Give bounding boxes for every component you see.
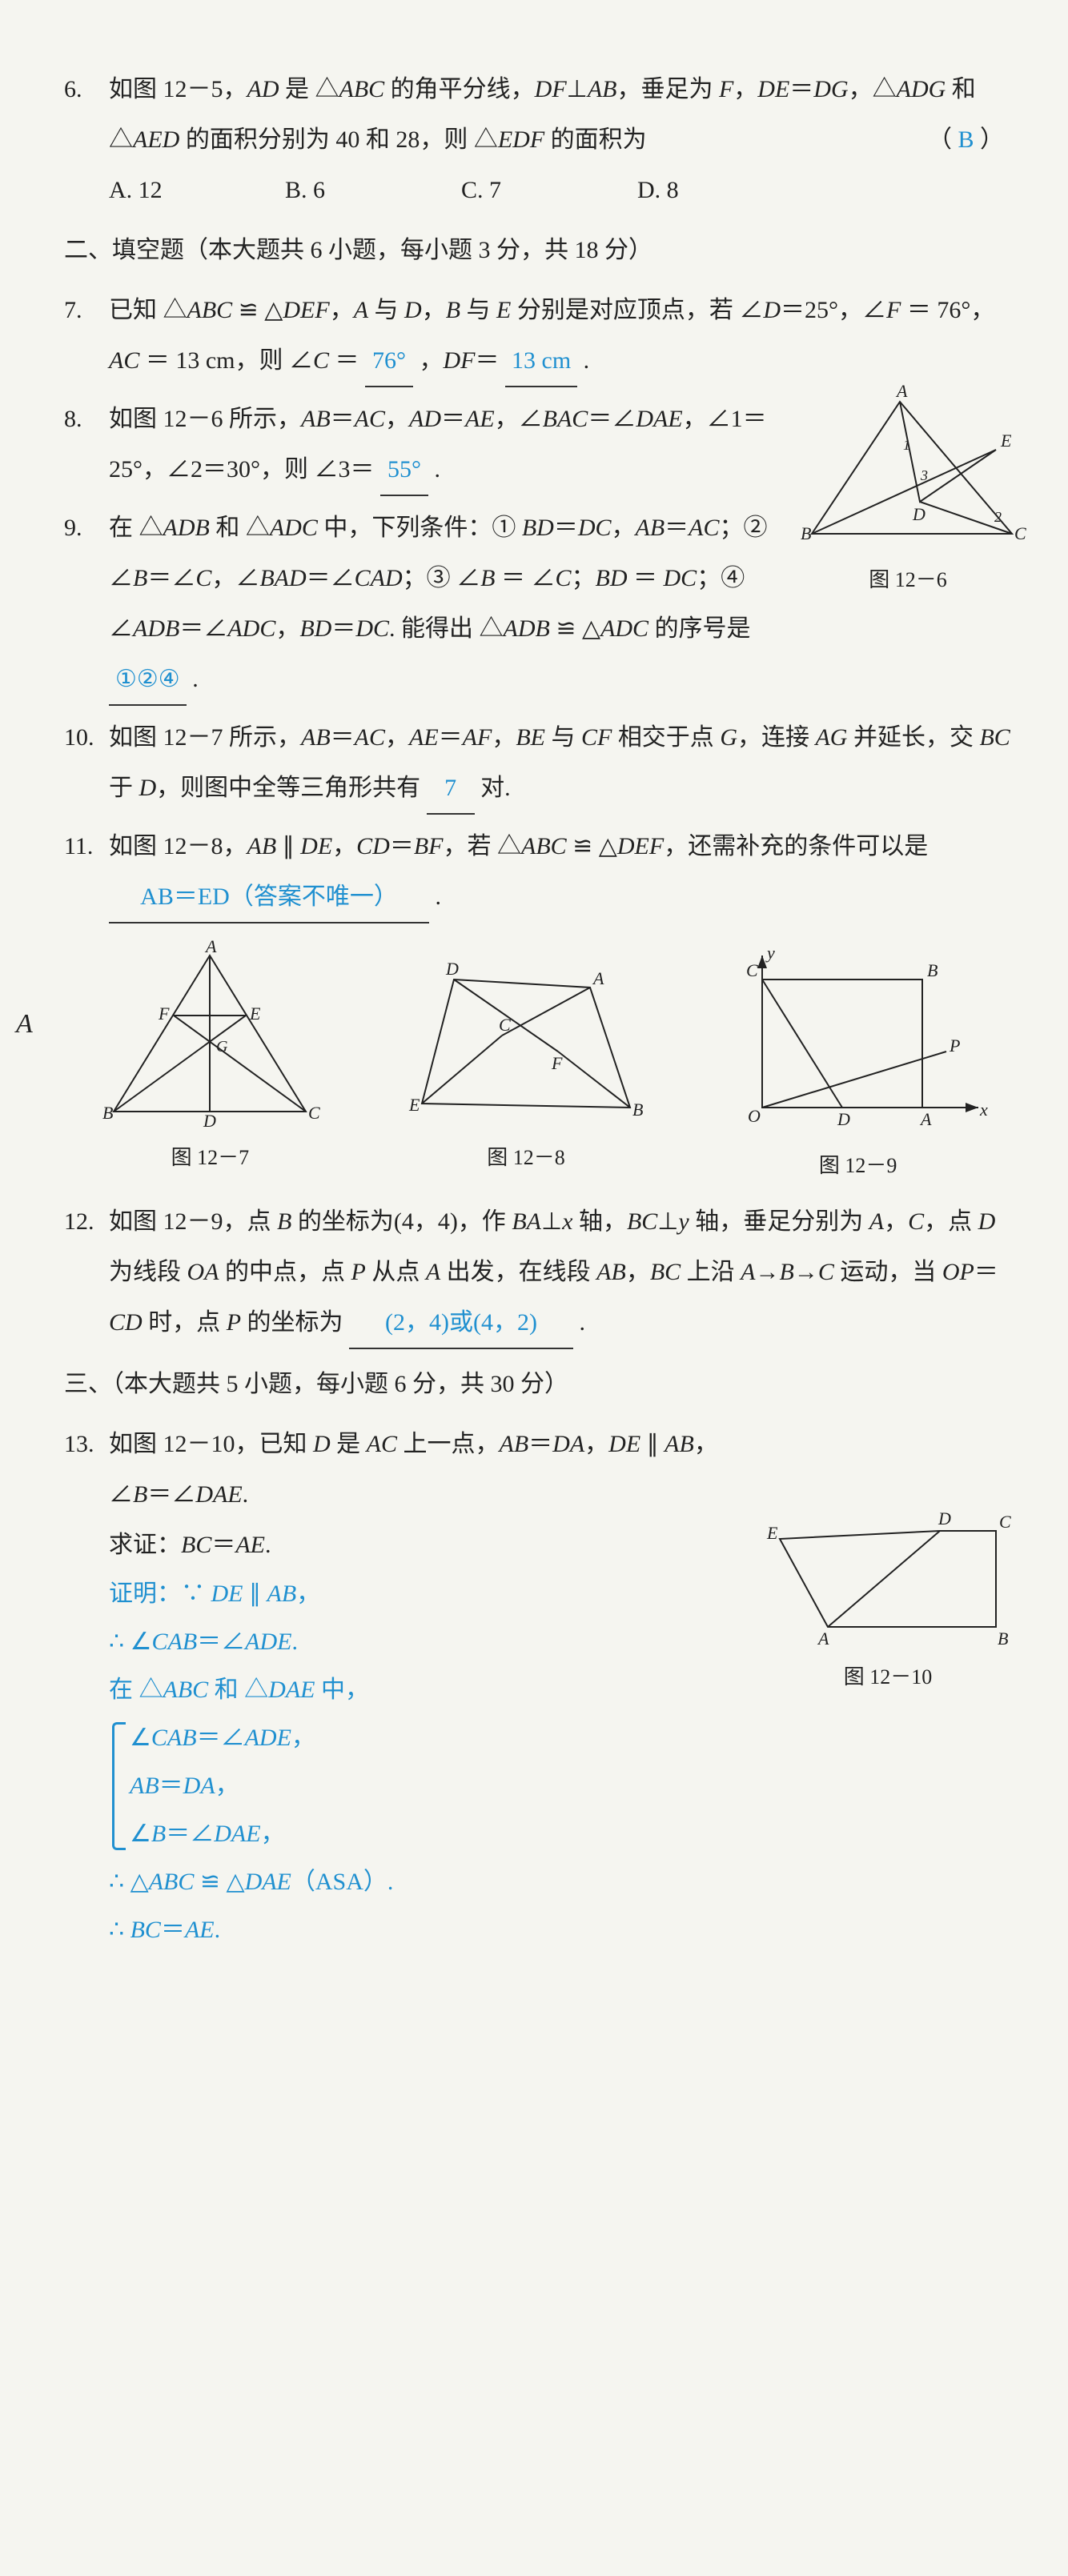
svg-text:G: G <box>216 1038 228 1056</box>
question-6: 6. 如图 12－5，AD 是 △ABC 的角平分线，DF⊥AB，垂足为 F，D… <box>64 64 1020 215</box>
svg-text:E: E <box>766 1523 778 1543</box>
svg-text:B: B <box>102 1103 113 1123</box>
fig-12-8-label: 图 12－8 <box>487 1136 565 1180</box>
q8-answer: 55° <box>380 444 428 496</box>
figure-12-7: A B C D E F G 图 12－7 <box>90 947 330 1188</box>
proof-l4: ∴ △ABC ≌ △DAE（ASA）. <box>109 1858 1020 1906</box>
fig-12-9-svg: O A B C D P x y <box>722 947 994 1140</box>
q6-opt-b: B. 6 <box>285 165 461 215</box>
q7-answer-2: 13 cm <box>505 335 577 387</box>
q9-text: 在 △ADB 和 △ADC 中，下列条件：① BD＝DC，AB＝AC；② ∠B＝… <box>109 515 768 642</box>
svg-text:C: C <box>999 1512 1011 1532</box>
fig-12-10-label: 图 12－10 <box>844 1656 933 1700</box>
svg-text:A: A <box>204 936 217 956</box>
svg-text:D: D <box>445 959 459 979</box>
svg-text:A: A <box>817 1629 829 1649</box>
q10-num: 10. <box>64 712 94 763</box>
fig-12-8-svg: D A B E C F <box>398 947 654 1132</box>
figures-row: A A B C D E F G 图 12－7 <box>64 947 1020 1188</box>
q12-tail: . <box>580 1309 586 1336</box>
svg-text:F: F <box>158 1004 170 1024</box>
q10-text: 如图 12－7 所示，AB＝AC，AE＝AF，BE 与 CF 相交于点 G，连接… <box>109 724 1010 801</box>
svg-text:D: D <box>203 1111 216 1131</box>
fig-12-7-svg: A B C D E F G <box>90 947 330 1132</box>
proof-l5: ∴ BC＝AE. <box>109 1906 1020 1954</box>
q6-opt-a: A. 12 <box>109 165 285 215</box>
svg-text:F: F <box>551 1053 563 1073</box>
q10-answer: 7 <box>427 763 475 815</box>
q13-text: 如图 12－10，已知 D 是 AC 上一点，AB＝DA，DE ∥ AB，∠B＝… <box>109 1431 718 1508</box>
q11-tail: . <box>436 883 442 910</box>
q8-num: 8. <box>64 394 82 444</box>
q11-text: 如图 12－8，AB ∥ DE，CD＝BF，若 △ABC ≌ △DEF，还需补充… <box>109 833 928 859</box>
q11-answer: AB＝ED（答案不唯一） <box>109 871 429 923</box>
figure-12-8: D A B E C F 图 12－8 <box>398 947 654 1188</box>
svg-text:P: P <box>949 1036 960 1056</box>
svg-text:D: D <box>837 1109 850 1129</box>
q7-mid: ，DF＝ <box>420 347 506 374</box>
q7-answer-1: 76° <box>365 335 413 387</box>
q8-tail: . <box>435 456 441 483</box>
fig-12-10-svg: A B C D E <box>756 1507 1020 1651</box>
proof-brace: ∠CAB＝∠ADE， AB＝DA， ∠B＝∠DAE， <box>109 1714 1020 1858</box>
q10-tail: 对. <box>480 775 511 801</box>
svg-text:y: y <box>765 943 775 963</box>
q6-text: 如图 12－5，AD 是 △ABC 的角平分线，DF⊥AB，垂足为 F，DE＝D… <box>109 76 976 153</box>
q9-num: 9. <box>64 503 82 553</box>
svg-text:A: A <box>919 1109 932 1129</box>
q13-num: 13. <box>64 1419 94 1469</box>
q6-opt-d: D. 8 <box>637 165 813 215</box>
question-7: 7. 已知 △ABC ≌ △DEF，A 与 D，B 与 E 分别是对应顶点，若 … <box>64 285 1020 387</box>
proof-b2: AB＝DA， <box>130 1762 1020 1810</box>
svg-text:A: A <box>592 968 604 988</box>
q11-num: 11. <box>64 821 93 871</box>
svg-text:E: E <box>249 1004 261 1024</box>
svg-text:C: C <box>499 1015 511 1035</box>
q7-tail: . <box>584 347 590 374</box>
q6-num: 6. <box>64 64 82 114</box>
svg-text:B: B <box>927 960 938 980</box>
proof-b1: ∠CAB＝∠ADE， <box>130 1714 1020 1762</box>
svg-text:C: C <box>308 1103 320 1123</box>
figure-12-10: A B C D E 图 12－10 <box>756 1507 1020 1700</box>
q6-paren: （ B ） <box>928 114 1004 165</box>
q6-answer: B <box>958 126 974 153</box>
stray-letter: A <box>16 996 33 1052</box>
q7-num: 7. <box>64 285 82 335</box>
q9-answer: ①②④ <box>109 654 187 706</box>
question-10: 10. 如图 12－7 所示，AB＝AC，AE＝AF，BE 与 CF 相交于点 … <box>64 712 1020 815</box>
question-13: 13. A B C D E 图 12－10 如图 12－10，已知 D 是 AC… <box>64 1419 1020 1954</box>
section-3-title: 三、（本大题共 5 小题，每小题 6 分，共 30 分） <box>64 1359 1020 1409</box>
figure-12-9: O A B C D P x y 图 12－9 <box>722 947 994 1188</box>
question-9: 9. 在 △ADB 和 △ADC 中，下列条件：① BD＝DC，AB＝AC；② … <box>64 503 1020 706</box>
question-8: 8. 如图 12－6 所示，AB＝AC，AD＝AE，∠BAC＝∠DAE，∠1＝2… <box>64 394 1020 496</box>
q9-tail: . <box>192 666 199 692</box>
svg-text:E: E <box>408 1095 420 1115</box>
q12-answer: (2，4)或(4，2) <box>349 1297 573 1349</box>
svg-text:B: B <box>998 1629 1008 1649</box>
svg-text:D: D <box>938 1508 951 1528</box>
svg-text:x: x <box>979 1100 988 1120</box>
svg-text:B: B <box>632 1100 643 1120</box>
fig-12-9-label: 图 12－9 <box>819 1144 897 1188</box>
section-2-title: 二、填空题（本大题共 6 小题，每小题 3 分，共 18 分） <box>64 225 1020 275</box>
svg-text:C: C <box>746 960 758 980</box>
proof-b3: ∠B＝∠DAE， <box>130 1810 1020 1858</box>
q12-num: 12. <box>64 1196 94 1247</box>
q6-options: A. 12 B. 6 C. 7 D. 8 <box>64 165 1020 215</box>
q13-prove-label: 求证：BC＝AE. <box>109 1532 271 1558</box>
q6-opt-c: C. 7 <box>461 165 637 215</box>
svg-text:O: O <box>748 1106 761 1126</box>
question-11: 11. 如图 12－8，AB ∥ DE，CD＝BF，若 △ABC ≌ △DEF，… <box>64 821 1020 923</box>
fig-12-7-label: 图 12－7 <box>171 1136 250 1180</box>
question-12: 12. 如图 12－9，点 B 的坐标为(4，4)，作 BA⊥x 轴，BC⊥y … <box>64 1196 1020 1349</box>
